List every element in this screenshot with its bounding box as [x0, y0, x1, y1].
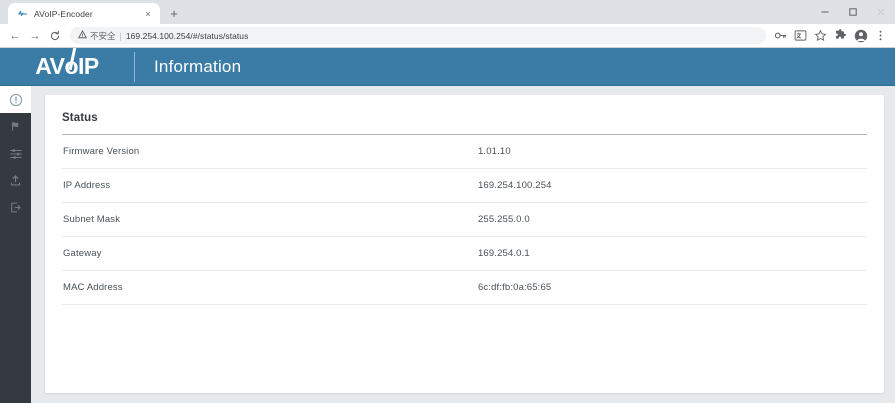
sidebar-item-firmware-update[interactable]	[0, 167, 31, 194]
waveform-icon	[17, 8, 28, 19]
status-card: Status Firmware Version 1.01.10 IP Addre…	[45, 95, 884, 393]
security-status[interactable]: 不安全	[77, 29, 116, 42]
sliders-icon	[9, 147, 23, 161]
row-label: MAC Address	[62, 270, 478, 305]
close-icon[interactable]	[867, 0, 895, 24]
page-title: Information	[154, 56, 242, 76]
sidebar-item-settings[interactable]	[0, 140, 31, 167]
more-menu-icon[interactable]	[872, 27, 889, 44]
row-value: 6c:df:fb:0a:65:65	[478, 270, 867, 305]
url-text: 169.254.100.254/#/status/status	[125, 30, 249, 41]
table-row: Gateway 169.254.0.1	[62, 236, 867, 271]
row-value: 169.254.0.1	[478, 236, 867, 271]
page-viewport: AV o IP Information	[0, 48, 895, 403]
profile-avatar-icon[interactable]	[852, 27, 869, 44]
status-table-body: Firmware Version 1.01.10 IP Address 169.…	[62, 135, 867, 305]
warning-triangle-icon	[77, 29, 88, 41]
content-area: Status Firmware Version 1.01.10 IP Addre…	[31, 86, 895, 403]
table-row: IP Address 169.254.100.254	[62, 168, 867, 203]
logo-part-o: o	[64, 53, 79, 79]
omnibox-separator: |	[119, 30, 122, 41]
logout-icon	[9, 201, 22, 214]
back-button[interactable]: ←	[9, 29, 21, 42]
title-divider	[62, 134, 867, 135]
sidebar-item-information[interactable]	[0, 86, 31, 113]
row-label: Gateway	[62, 236, 478, 271]
flag-icon	[9, 120, 22, 133]
sidebar-nav	[0, 86, 31, 403]
body-row: Status Firmware Version 1.01.10 IP Addre…	[0, 86, 895, 403]
row-label: IP Address	[62, 168, 478, 203]
maximize-icon[interactable]	[839, 0, 867, 24]
toolbar-icons	[772, 27, 889, 44]
tab-strip: AVoIP-Encoder × +	[0, 0, 895, 24]
table-row: MAC Address 6c:df:fb:0a:65:65	[62, 270, 867, 305]
security-label: 不安全	[90, 30, 116, 41]
browser-toolbar: ← → 不安全 | 169.254.100.254/#/status/	[0, 24, 895, 48]
new-tab-button[interactable]: +	[170, 5, 178, 21]
header-divider	[134, 51, 135, 82]
app-header: AV o IP Information	[0, 48, 895, 86]
tab-title: AVoIP-Encoder	[34, 8, 93, 19]
app-logo[interactable]: AV o IP	[0, 48, 134, 86]
address-bar[interactable]: 不安全 | 169.254.100.254/#/status/status	[70, 27, 766, 44]
row-value: 1.01.10	[478, 135, 867, 169]
logo-part-av: AV	[35, 53, 65, 79]
reload-button[interactable]	[46, 27, 64, 45]
forward-button[interactable]: →	[29, 29, 41, 42]
logo-part-ip: IP	[78, 53, 99, 79]
sidebar-item-network[interactable]	[0, 113, 31, 140]
upload-icon	[9, 174, 22, 187]
password-key-icon[interactable]	[772, 27, 789, 44]
browser-tab-avoip-encoder[interactable]: AVoIP-Encoder ×	[8, 3, 160, 24]
translate-icon[interactable]	[792, 27, 809, 44]
row-value: 255.255.0.0	[478, 202, 867, 237]
table-row: Subnet Mask 255.255.0.0	[62, 202, 867, 237]
table-row: Firmware Version 1.01.10	[62, 135, 867, 169]
row-label: Subnet Mask	[62, 202, 478, 237]
bookmark-star-icon[interactable]	[812, 27, 829, 44]
status-table: Firmware Version 1.01.10 IP Address 169.…	[62, 135, 867, 305]
row-label: Firmware Version	[62, 135, 478, 169]
minimize-icon[interactable]	[811, 0, 839, 24]
row-value: 169.254.100.254	[478, 168, 867, 203]
sidebar-item-logout[interactable]	[0, 194, 31, 221]
extensions-puzzle-icon[interactable]	[832, 27, 849, 44]
window-controls	[811, 0, 895, 24]
card-title: Status	[62, 112, 98, 124]
tab-close-icon[interactable]: ×	[145, 8, 151, 19]
info-circle-icon	[9, 93, 23, 107]
